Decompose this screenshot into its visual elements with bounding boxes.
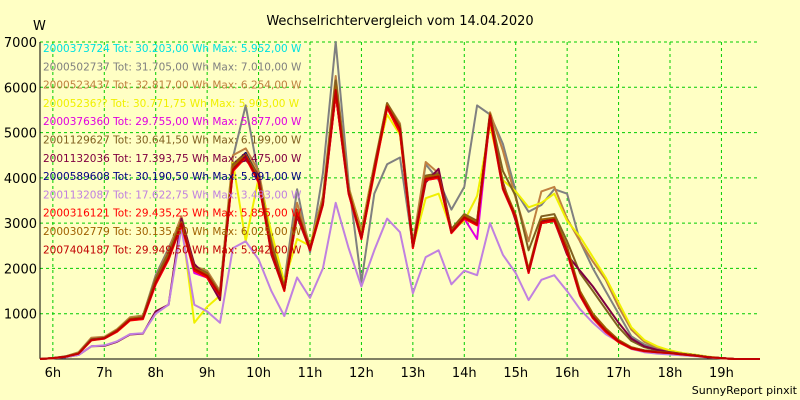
- legend-entry-2000316121: 2000316121 Tot: 29.435,25 Wh Max: 5.855,…: [43, 208, 302, 220]
- x-tick-label: 7h: [96, 366, 113, 381]
- y-axis-label: W: [33, 19, 46, 34]
- chart-title: Wechselrichtervergleich vom 14.04.2020: [266, 14, 533, 29]
- legend-entry-2000502737: 2000502737 Tot: 31.705,00 Wh Max: 7.010,…: [43, 61, 302, 73]
- y-tick-label: 7000: [4, 36, 37, 51]
- x-tick-label: 8h: [147, 366, 164, 381]
- x-tick-label: 18h: [658, 366, 683, 381]
- footer-credit: SunnyReport pinxit: [692, 384, 798, 397]
- legend-entry-2001132036: 2001132036 Tot: 17.393,75 Wh Max: 3.475,…: [43, 153, 302, 165]
- legend-entry-2000302779: 2000302779 Tot: 30.135,50 Wh Max: 6.025,…: [43, 226, 302, 238]
- legend-entry-2000523437: 2000523437 Tot: 32.817,00 Wh Max: 6.254,…: [43, 80, 302, 92]
- x-tick-label: 19h: [709, 366, 734, 381]
- x-tick-label: 15h: [503, 366, 528, 381]
- legend-entry-2001129627: 2001129627 Tot: 30.641,50 Wh Max: 6.199,…: [43, 135, 302, 147]
- y-tick-label: 6000: [4, 81, 37, 96]
- x-tick-label: 9h: [199, 366, 216, 381]
- legend-entry-2000376360: 2000376360 Tot: 29.755,00 Wh Max: 5.877,…: [43, 116, 302, 128]
- y-tick-label: 1000: [4, 308, 37, 323]
- x-tick-label: 12h: [349, 366, 374, 381]
- legend-entry-20005236xx: 20005236?? Tot: 30.771,75 Wh Max: 5.903,…: [43, 98, 300, 110]
- series-line-2007404187: [39, 89, 760, 360]
- x-tick-label: 16h: [555, 366, 580, 381]
- legend-entry-2001132087: 2001132087 Tot: 17.622,75 Wh Max: 3.483,…: [43, 189, 302, 201]
- y-tick-label: 3000: [4, 217, 37, 232]
- legend-entry-2007404187: 2007404187 Tot: 29.949,50 Wh Max: 5.942,…: [43, 244, 302, 256]
- y-tick-label: 4000: [4, 172, 37, 187]
- x-tick-label: 17h: [606, 366, 631, 381]
- legend-entry-2000373724: 2000373724 Tot: 30.203,00 Wh Max: 5.952,…: [43, 43, 302, 55]
- series-lines: [39, 41, 760, 360]
- x-tick-label: 6h: [45, 366, 62, 381]
- x-tick-label: 14h: [452, 366, 477, 381]
- legend-entry-2000589608: 2000589608 Tot: 30.190,50 Wh Max: 5.991,…: [43, 171, 302, 183]
- legend: 2000373724 Tot: 30.203,00 Wh Max: 5.952,…: [43, 43, 302, 256]
- y-tick-label: 2000: [4, 262, 37, 277]
- x-tick-label: 11h: [298, 366, 323, 381]
- y-tick-label: 5000: [4, 127, 37, 142]
- x-tick-label: 13h: [400, 366, 425, 381]
- axes: 1000 2000 3000 4000 5000 6000 7000 6h 7h 8h 9h 10h 1…: [4, 36, 760, 381]
- x-tick-label: 10h: [246, 366, 271, 381]
